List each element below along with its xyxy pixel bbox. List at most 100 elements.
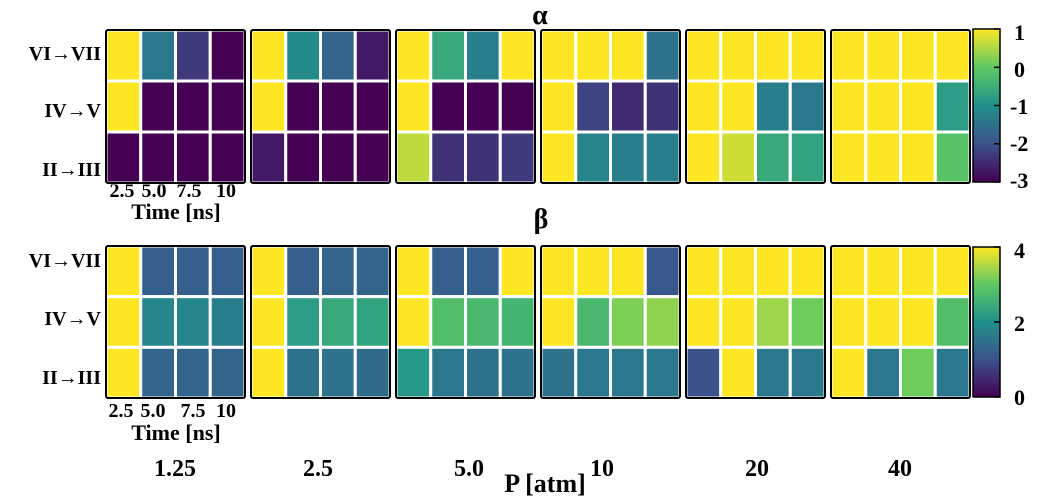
alpha-panel-1-cell-r0-c0 [249, 28, 288, 83]
beta-panel-4-cell-r0-c1 [719, 244, 757, 299]
alpha-x-tick-2: 7.5 [177, 180, 202, 202]
alpha-cbar-tick-2: -1 [1010, 94, 1028, 119]
alpha-panel-0-cell-r0-c0 [104, 28, 143, 83]
beta-panel-5-cell-r1-c3 [933, 295, 972, 349]
beta-panel-4-cell-r1-c3 [788, 295, 827, 349]
alpha-panel-1-cell-r2-c1 [284, 130, 322, 185]
beta-panel-2-cell-r2-c0 [394, 345, 433, 400]
alpha-panel-3-cell-r0-c3 [643, 28, 682, 83]
beta-panel-1-cell-r0-c2 [319, 244, 357, 299]
beta-panel-1-cell-r2-c0 [249, 345, 288, 400]
beta-panel-4-frame [685, 245, 826, 399]
beta-panel-5-cell-r0-c1 [864, 244, 902, 299]
alpha-xlabel: Time [ns] [131, 199, 220, 224]
beta-panel-0-cell-r2-c0 [104, 345, 143, 400]
beta-row-label-1: IV→V [44, 308, 101, 330]
alpha-panel-2-cell-r2-c2 [464, 130, 502, 185]
alpha-panel-0-cell-r1-c2 [174, 79, 212, 134]
beta-panel-4-cell-r0-c2 [754, 244, 792, 299]
alpha-panel-4-cell-r0-c2 [754, 28, 792, 83]
alpha-panel-2-cell-r2-c3 [498, 130, 537, 185]
alpha-panel-1-cell-r2-c0 [249, 130, 288, 185]
alpha-title: α [532, 0, 548, 31]
alpha-panel-4-frame [685, 29, 826, 184]
alpha-panel-0-cell-r0-c2 [174, 28, 212, 83]
alpha-panel-5-cell-r2-c3 [933, 130, 972, 185]
alpha-panel-0-cell-r2-c1 [139, 130, 177, 185]
beta-panel-4-cell-r2-c1 [719, 345, 757, 400]
alpha-panel-1-cell-r0-c1 [284, 28, 322, 83]
beta-panel-3-cell-r2-c2 [609, 345, 647, 400]
beta-panel-0-cell-r0-c0 [104, 244, 143, 299]
beta-panel-2-cell-r1-c3 [498, 295, 537, 349]
beta-panel-1-cell-r0-c0 [249, 244, 288, 299]
alpha-x-tick-3: 10 [216, 180, 236, 202]
alpha-panel-0-cell-r1-c0 [104, 79, 143, 134]
alpha-panel-2-cell-r2-c0 [394, 130, 433, 185]
beta-panel-4-cell-r2-c0 [684, 345, 723, 400]
beta-panel-0-cell-r1-c3 [208, 295, 247, 349]
alpha-panel-1-cell-r2-c3 [353, 130, 392, 185]
alpha-panel-2-cell-r2-c1 [429, 130, 467, 185]
beta-panel-3-cell-r2-c3 [643, 345, 682, 400]
beta-panel-3-cell-r2-c1 [574, 345, 612, 400]
alpha-panel-4-cell-r0-c1 [719, 28, 757, 83]
beta-cbar-tick-1: 2 [1014, 311, 1025, 336]
beta-panel-1-cell-r1-c0 [249, 295, 288, 349]
alpha-panel-1-cell-r0-c2 [319, 28, 357, 83]
beta-panel-0-cell-r2-c2 [174, 345, 212, 400]
alpha-x-tick-0: 2.5 [110, 180, 135, 202]
pressure-label-1: 2.5 [303, 456, 333, 482]
beta-panel-5-cell-r1-c1 [864, 295, 902, 349]
beta-panel-1-cell-r0-c1 [284, 244, 322, 299]
alpha-panel-5-cell-r2-c1 [864, 130, 902, 185]
beta-panel-1-cell-r1-c1 [284, 295, 322, 349]
alpha-panel-3-cell-r1-c0 [539, 79, 578, 134]
beta-panel-4-cell-r0-c0 [684, 244, 723, 299]
alpha-panel-3-cell-r0-c1 [574, 28, 612, 83]
alpha-panel-1-cell-r1-c3 [353, 79, 392, 134]
alpha-panel-5-frame [830, 29, 971, 184]
alpha-panel-5-cell-r1-c2 [899, 79, 937, 134]
alpha-panel-2-cell-r0-c1 [429, 28, 467, 83]
beta-panel-2-cell-r0-c1 [429, 244, 467, 299]
beta-panel-1-cell-r2-c1 [284, 345, 322, 400]
beta-panel-2-cell-r2-c2 [464, 345, 502, 400]
beta-panel-0-cell-r2-c1 [139, 345, 177, 400]
alpha-panel-0-frame [105, 29, 246, 184]
beta-panel-5-cell-r1-c0 [829, 295, 868, 349]
alpha-panel-5-cell-r0-c3 [933, 28, 972, 83]
beta-panel-1-cell-r0-c3 [353, 244, 392, 299]
beta-x-tick-2: 7.5 [181, 400, 206, 422]
alpha-panel-4-cell-r2-c0 [684, 130, 723, 185]
beta-panel-0-cell-r1-c1 [139, 295, 177, 349]
alpha-panel-0-cell-r1-c1 [139, 79, 177, 134]
alpha-panel-0-cell-r2-c3 [208, 130, 247, 185]
beta-panel-2-cell-r2-c1 [429, 345, 467, 400]
alpha-panel-3-frame [540, 29, 681, 184]
alpha-panel-4-cell-r1-c3 [788, 79, 827, 134]
beta-panel-4-cell-r1-c2 [754, 295, 792, 349]
pressure-axis-label: P [atm] [504, 469, 586, 497]
alpha-panel-4-cell-r1-c2 [754, 79, 792, 134]
alpha-panel-2-cell-r1-c3 [498, 79, 537, 134]
alpha-panel-2-cell-r0-c3 [498, 28, 537, 83]
alpha-cbar-tick-0: 1 [1014, 20, 1025, 45]
beta-panel-1-frame [250, 245, 391, 399]
beta-row-label-2: II→III [42, 367, 101, 389]
beta-panel-4-cell-r1-c1 [719, 295, 757, 349]
beta-panel-0-frame [105, 245, 246, 399]
alpha-panel-1-cell-r2-c2 [319, 130, 357, 185]
beta-panel-3-cell-r0-c1 [574, 244, 612, 299]
alpha-cbar-tick-1: 0 [1014, 57, 1025, 82]
alpha-panel-2-cell-r1-c0 [394, 79, 433, 134]
alpha-panel-1-frame [250, 29, 391, 184]
beta-cbar-tick-2: 0 [1014, 385, 1025, 410]
alpha-panel-5-cell-r0-c2 [899, 28, 937, 83]
alpha-panel-4-cell-r1-c1 [719, 79, 757, 134]
beta-panel-5-cell-r2-c0 [829, 345, 868, 400]
alpha-panel-2-cell-r1-c1 [429, 79, 467, 134]
beta-panel-3-cell-r1-c1 [574, 295, 612, 349]
beta-panel-3-cell-r2-c0 [539, 345, 578, 400]
